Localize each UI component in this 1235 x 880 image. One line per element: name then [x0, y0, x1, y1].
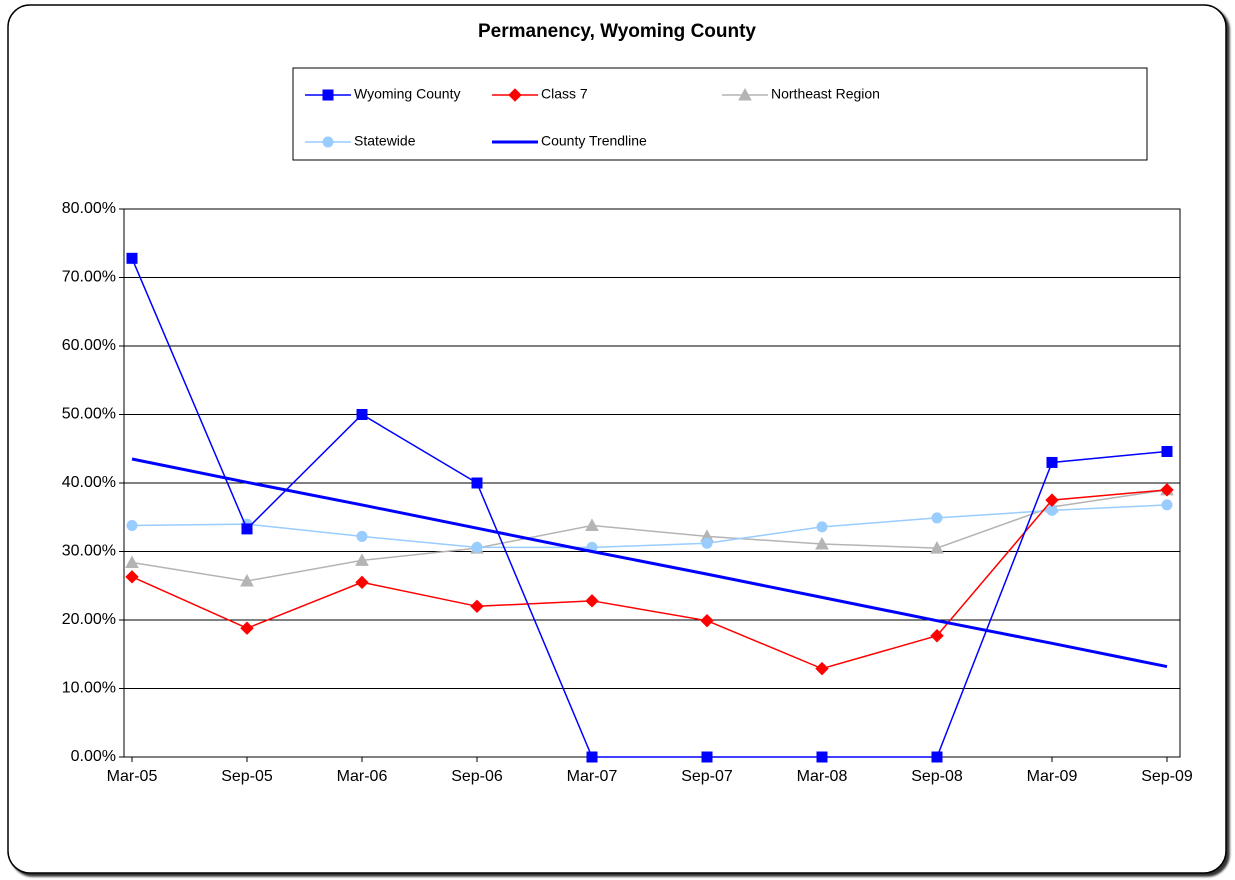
data-point — [126, 519, 138, 531]
series-line — [131, 457, 1168, 669]
data-point — [930, 541, 944, 554]
y-tick-label: 10.00% — [62, 680, 116, 697]
legend-label: Statewide — [354, 133, 416, 149]
legend-marker — [322, 89, 334, 101]
legend — [292, 67, 1148, 161]
legend-label: County Trendline — [541, 133, 647, 149]
data-point — [815, 536, 829, 550]
legend-label: Wyoming County — [354, 86, 460, 102]
chart-title: Permanency, Wyoming County — [478, 21, 756, 42]
legend-marker — [322, 136, 334, 148]
series-line — [131, 489, 1168, 670]
data-point — [931, 512, 943, 524]
data-point — [240, 573, 254, 587]
data-point — [1160, 483, 1174, 497]
y-tick-label: 30.00% — [62, 543, 116, 560]
data-point — [1161, 499, 1173, 511]
data-point — [1046, 456, 1058, 468]
x-tick-label: Mar-06 — [337, 768, 388, 785]
data-point — [816, 521, 828, 533]
y-tick-label: 20.00% — [62, 611, 116, 628]
data-point — [356, 409, 368, 420]
legend-marker — [738, 87, 752, 101]
series-line — [131, 489, 1168, 582]
data-point — [240, 621, 254, 635]
data-point — [586, 751, 598, 763]
y-tick-label: 0.00% — [71, 748, 116, 765]
x-tick-label: Mar-08 — [797, 768, 848, 785]
data-point — [931, 751, 943, 763]
y-tick-label: 70.00% — [62, 269, 116, 286]
data-point — [125, 555, 139, 568]
data-point — [356, 530, 368, 542]
x-tick-label: Sep-09 — [1141, 768, 1193, 785]
data-point — [1045, 493, 1059, 507]
legend-marker — [508, 88, 522, 102]
data-point — [700, 613, 714, 628]
data-point — [585, 518, 599, 531]
data-point — [470, 599, 484, 614]
chart-frame — [7, 4, 1227, 874]
data-point — [816, 751, 828, 763]
data-point — [471, 541, 483, 553]
data-point — [585, 594, 599, 608]
x-tick-label: Sep-06 — [451, 768, 503, 785]
legend-label: Class 7 — [541, 86, 588, 102]
data-point — [701, 537, 713, 549]
data-point — [126, 252, 138, 264]
data-point — [241, 523, 253, 535]
y-tick-label: 60.00% — [62, 337, 116, 354]
data-point — [471, 477, 483, 489]
legend-label: Northeast Region — [771, 86, 880, 102]
x-tick-label: Mar-05 — [107, 768, 158, 785]
data-point — [1161, 445, 1173, 457]
data-point — [701, 751, 713, 763]
x-tick-label: Sep-05 — [221, 768, 273, 785]
y-tick-label: 40.00% — [62, 474, 116, 491]
data-point — [1046, 504, 1058, 516]
series-line — [131, 504, 1168, 549]
data-point — [355, 553, 369, 566]
data-point — [355, 575, 369, 590]
data-point — [815, 661, 829, 676]
x-tick-label: Mar-09 — [1027, 768, 1078, 785]
data-point — [125, 570, 139, 584]
y-tick-label: 80.00% — [62, 200, 116, 217]
x-tick-label: Sep-07 — [681, 768, 733, 785]
series-line — [131, 258, 1168, 758]
data-point — [930, 629, 944, 643]
x-tick-label: Sep-08 — [911, 768, 963, 785]
x-tick-label: Mar-07 — [567, 768, 618, 785]
y-tick-label: 50.00% — [62, 406, 116, 423]
